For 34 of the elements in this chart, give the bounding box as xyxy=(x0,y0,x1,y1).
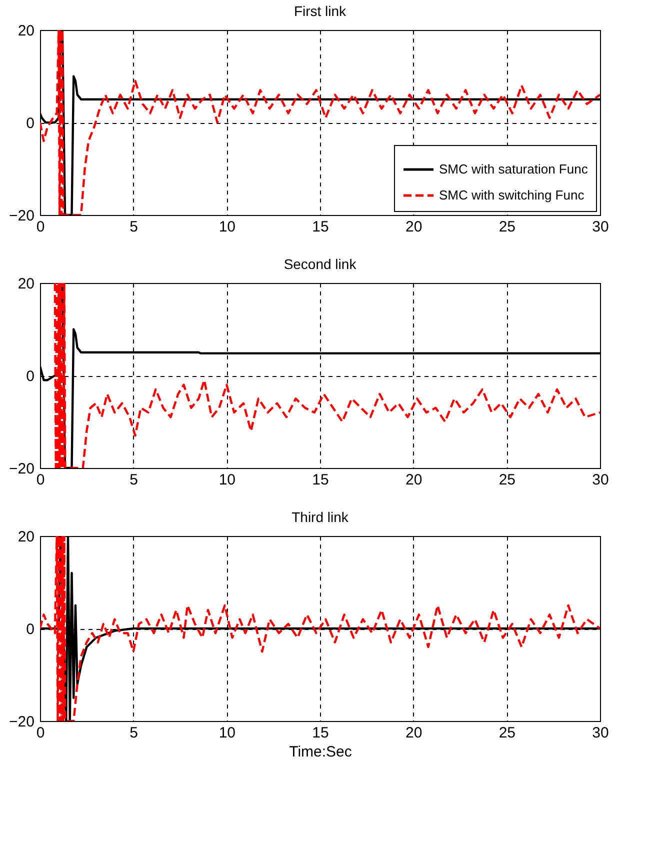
x-tick-label: 25 xyxy=(498,218,516,236)
chart-title: First link xyxy=(294,3,348,19)
x-axis-title: Time:Sec xyxy=(289,744,352,760)
x-tick-label: 15 xyxy=(312,218,329,236)
x-tick-label: 10 xyxy=(218,218,236,236)
y-tick-label: 20 xyxy=(18,276,34,292)
chart-title: Third link xyxy=(292,509,350,525)
y-tick-label: 0 xyxy=(26,621,34,638)
line-series xyxy=(40,30,600,215)
x-tick-label: 20 xyxy=(405,724,422,742)
x-tick-label: 5 xyxy=(130,472,138,488)
x-tick-label: 30 xyxy=(592,218,609,236)
y-tick-label: 0 xyxy=(26,115,34,132)
x-tick-label: 15 xyxy=(312,472,329,488)
x-tick-label: 30 xyxy=(592,472,609,488)
y-tick-label: −20 xyxy=(9,208,34,224)
legend-label: SMC with switching Func xyxy=(439,188,585,202)
y-tick-label: 20 xyxy=(18,22,34,40)
x-tick-label: 10 xyxy=(218,472,236,488)
x-tick-label: 25 xyxy=(498,724,516,742)
chart-title: Second link xyxy=(284,256,358,272)
x-tick-label: 5 xyxy=(130,724,138,742)
x-tick-label: 20 xyxy=(405,472,422,488)
y-tick-label: −20 xyxy=(9,714,34,730)
x-tick-label: 10 xyxy=(218,724,236,742)
x-tick-label: 20 xyxy=(405,218,422,236)
x-tick-label: 5 xyxy=(130,218,138,236)
y-tick-label: 20 xyxy=(18,528,34,546)
x-tick-label: 15 xyxy=(312,724,329,742)
y-tick-label: −20 xyxy=(9,460,34,478)
x-tick-label: 25 xyxy=(498,472,516,488)
y-tick-label: 0 xyxy=(26,368,34,385)
x-tick-label: 30 xyxy=(592,724,609,742)
legend-label: SMC with saturation Func xyxy=(439,162,588,176)
